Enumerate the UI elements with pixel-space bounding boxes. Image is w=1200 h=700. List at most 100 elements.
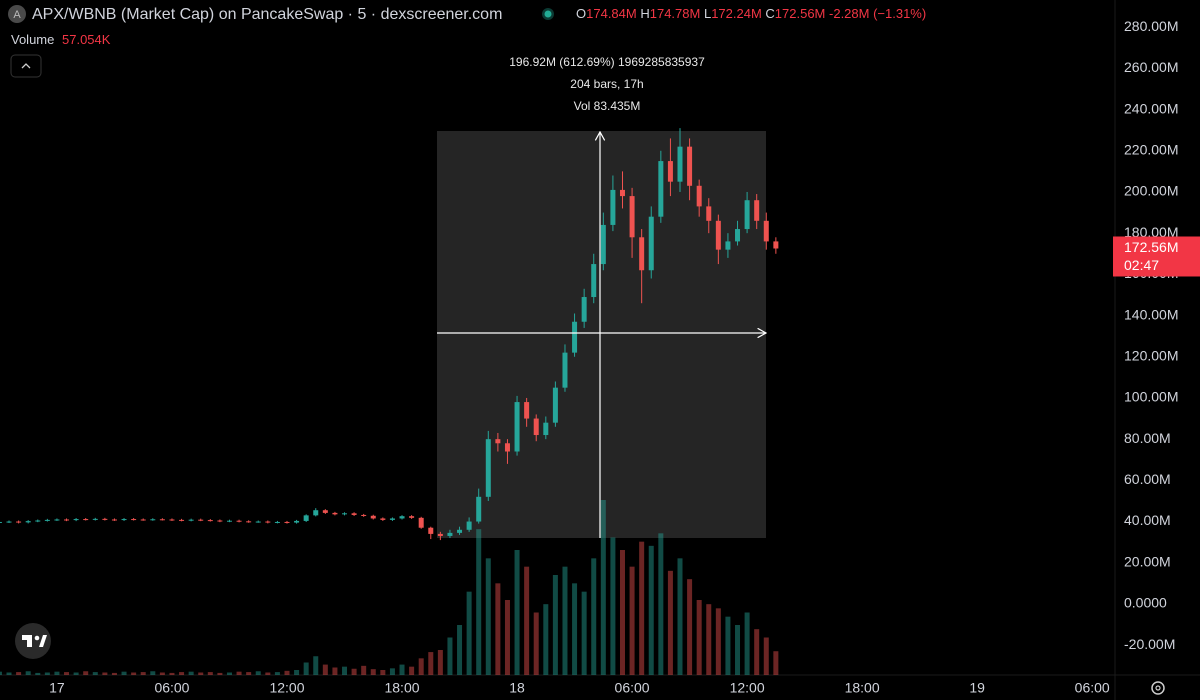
volume-bar xyxy=(399,664,405,675)
candle-body xyxy=(121,519,127,521)
volume-bar xyxy=(639,541,645,675)
volume-bar xyxy=(437,650,443,675)
x-tick-label: 17 xyxy=(49,680,65,696)
volume-bar xyxy=(591,558,597,675)
measure-text: 204 bars, 17h xyxy=(570,77,643,91)
y-tick-label: 0.0000 xyxy=(1124,595,1167,611)
ohlc-value: 174.84M xyxy=(586,6,637,21)
volume-bar xyxy=(342,666,348,675)
candle-body xyxy=(255,521,261,523)
volume-bar xyxy=(265,672,271,675)
candle-body xyxy=(322,510,328,513)
candle-body xyxy=(179,519,185,521)
candle-body xyxy=(409,516,415,518)
candle-body xyxy=(725,241,731,250)
volume-bar xyxy=(294,670,300,675)
ohlc-value: 172.56M xyxy=(775,6,826,21)
candle-body xyxy=(35,520,41,522)
volume-bar xyxy=(409,666,415,675)
measure-text: Vol 83.435M xyxy=(574,99,641,113)
volume-layer xyxy=(0,500,779,675)
candle-body xyxy=(361,514,367,516)
tradingview-logo[interactable] xyxy=(15,623,51,659)
logo-mark xyxy=(39,635,47,647)
volume-bar xyxy=(552,575,558,675)
volume-bar xyxy=(504,600,510,675)
volume-bar xyxy=(389,668,395,675)
x-tick-label: 18:00 xyxy=(384,680,419,696)
price-tag-box xyxy=(1113,236,1200,277)
logo-mark xyxy=(34,635,40,641)
volume-bar xyxy=(581,591,587,675)
y-tick-label: -20.00M xyxy=(1124,636,1175,652)
volume-bar xyxy=(735,625,741,675)
token-logo xyxy=(8,5,26,23)
candle-body xyxy=(0,521,2,523)
ohlc-value: 174.78M xyxy=(650,6,701,21)
collapse-button[interactable] xyxy=(10,54,42,78)
symbol-title: APX/WBNB (Market Cap) on PancakeSwap · 5… xyxy=(32,6,502,23)
ohlc-key: C xyxy=(765,6,774,21)
volume-bar xyxy=(226,672,232,675)
logo-background[interactable] xyxy=(15,623,51,659)
settings-gear[interactable] xyxy=(1151,681,1165,695)
volume-bar xyxy=(131,672,137,675)
volume-bar xyxy=(44,672,50,675)
candle-body xyxy=(169,519,175,521)
x-tick-label: 06:00 xyxy=(154,680,189,696)
volume-bar xyxy=(217,672,223,675)
price-tag-countdown: 02:47 xyxy=(1124,257,1159,273)
candle-body xyxy=(217,520,223,522)
x-tick-label: 06:00 xyxy=(615,680,650,696)
candle-body xyxy=(696,185,702,207)
volume-bar xyxy=(619,550,625,675)
candle-body xyxy=(572,321,578,353)
volume-bar xyxy=(572,583,578,675)
volume-bar xyxy=(687,579,693,675)
candle-body xyxy=(140,519,146,521)
volume-bar xyxy=(533,612,539,675)
volume-bar xyxy=(322,664,328,675)
candle-body xyxy=(552,387,558,423)
x-tick-label: 19 xyxy=(969,680,985,696)
settings-button[interactable] xyxy=(1151,681,1165,695)
volume-bar xyxy=(658,533,664,675)
y-tick-label: 220.00M xyxy=(1124,141,1178,157)
volume-bar xyxy=(428,652,434,675)
volume-bar xyxy=(648,545,654,675)
price-tag: 172.56M 02:47 xyxy=(1113,236,1200,277)
volume-bar xyxy=(198,672,204,675)
candle-body xyxy=(744,200,750,230)
candle-body xyxy=(159,519,165,521)
volume-bar xyxy=(610,537,616,675)
candle-body xyxy=(351,513,357,515)
status-dot xyxy=(544,10,552,18)
volume-bar xyxy=(169,672,175,675)
candle-body xyxy=(447,532,453,536)
collapse-button-frame[interactable] xyxy=(10,54,42,78)
volume-bar xyxy=(102,672,108,675)
candle-body xyxy=(303,515,309,521)
volume-bar xyxy=(514,550,520,675)
volume-bar xyxy=(6,672,12,675)
volume-bar xyxy=(284,670,290,675)
candle-body xyxy=(648,216,654,271)
candle-body xyxy=(25,521,31,523)
volume-bar xyxy=(524,566,530,675)
candle-body xyxy=(533,418,539,436)
y-tick-label: 40.00M xyxy=(1124,512,1171,528)
candle-body xyxy=(274,521,280,523)
y-tick-label: 180.00M xyxy=(1124,224,1178,240)
y-tick-label: 60.00M xyxy=(1124,471,1171,487)
volume-bar xyxy=(677,558,683,675)
ohlc-value: 172.24M xyxy=(711,6,762,21)
volume-bar xyxy=(447,637,453,675)
volume-bar xyxy=(332,667,338,675)
candle-body xyxy=(658,161,664,217)
candle-body xyxy=(667,161,673,182)
ohlc-key: L xyxy=(704,6,711,21)
candle-body xyxy=(246,521,252,523)
volume-value: 57.054K xyxy=(62,32,111,47)
y-tick-label: 20.00M xyxy=(1124,553,1171,569)
